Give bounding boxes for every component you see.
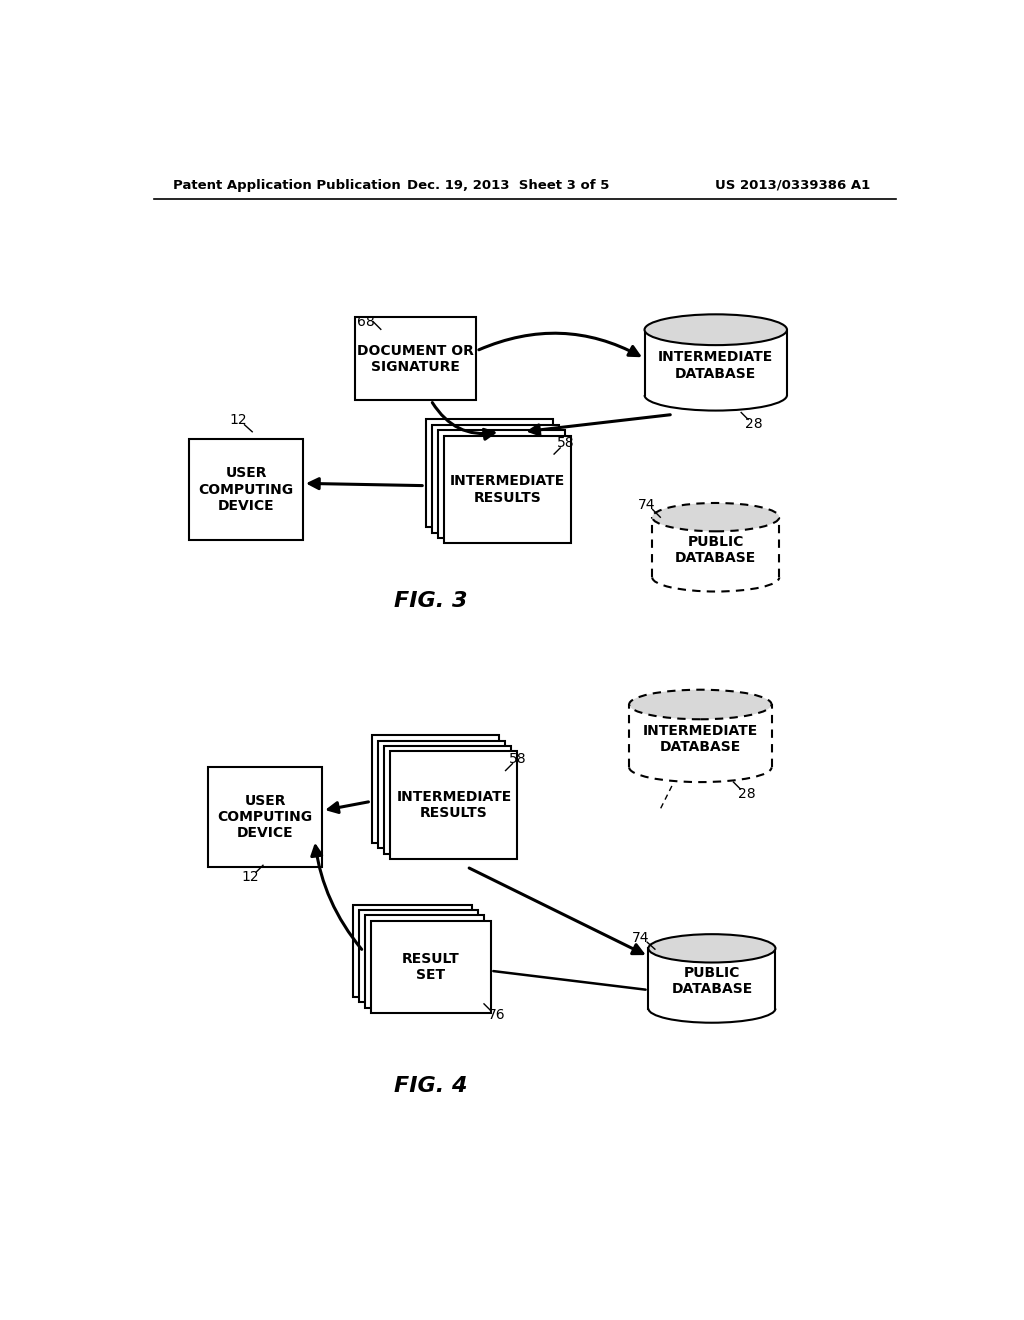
FancyBboxPatch shape	[378, 741, 505, 849]
Text: 74: 74	[632, 931, 650, 945]
FancyBboxPatch shape	[208, 767, 323, 867]
Ellipse shape	[629, 689, 772, 719]
Text: PUBLIC
DATABASE: PUBLIC DATABASE	[675, 535, 757, 565]
Text: 12: 12	[241, 870, 259, 884]
FancyBboxPatch shape	[371, 921, 490, 1014]
FancyBboxPatch shape	[384, 746, 511, 854]
Polygon shape	[644, 330, 787, 395]
Text: FIG. 3: FIG. 3	[394, 591, 468, 611]
Text: USER
COMPUTING
DEVICE: USER COMPUTING DEVICE	[218, 793, 313, 840]
FancyBboxPatch shape	[365, 915, 484, 1007]
Text: 76: 76	[487, 1008, 505, 1023]
Text: USER
COMPUTING
DEVICE: USER COMPUTING DEVICE	[199, 466, 294, 512]
FancyBboxPatch shape	[372, 735, 499, 843]
Text: 28: 28	[737, 787, 756, 801]
FancyBboxPatch shape	[432, 425, 559, 533]
Text: 58: 58	[557, 437, 574, 450]
Polygon shape	[629, 705, 772, 767]
Text: 68: 68	[356, 314, 375, 329]
Text: 28: 28	[745, 417, 763, 432]
Text: 58: 58	[509, 752, 526, 766]
Text: 12: 12	[229, 413, 247, 428]
Ellipse shape	[644, 314, 787, 345]
Polygon shape	[648, 948, 775, 1008]
FancyBboxPatch shape	[354, 317, 476, 400]
Text: INTERMEDIATE
DATABASE: INTERMEDIATE DATABASE	[658, 350, 773, 380]
Ellipse shape	[652, 503, 779, 532]
Text: Dec. 19, 2013  Sheet 3 of 5: Dec. 19, 2013 Sheet 3 of 5	[407, 178, 609, 191]
Text: Patent Application Publication: Patent Application Publication	[173, 178, 400, 191]
FancyBboxPatch shape	[438, 430, 565, 539]
FancyBboxPatch shape	[358, 909, 478, 1002]
Text: INTERMEDIATE
RESULTS: INTERMEDIATE RESULTS	[451, 474, 565, 504]
Text: INTERMEDIATE
DATABASE: INTERMEDIATE DATABASE	[643, 723, 758, 754]
Text: US 2013/0339386 A1: US 2013/0339386 A1	[715, 178, 869, 191]
FancyBboxPatch shape	[189, 440, 303, 540]
Text: RESULT
SET: RESULT SET	[402, 952, 460, 982]
Text: 74: 74	[638, 498, 655, 512]
FancyBboxPatch shape	[444, 436, 571, 544]
Text: FIG. 4: FIG. 4	[394, 1076, 468, 1096]
Polygon shape	[652, 517, 779, 577]
FancyBboxPatch shape	[426, 420, 553, 527]
FancyBboxPatch shape	[352, 904, 472, 997]
Ellipse shape	[648, 935, 775, 962]
Text: INTERMEDIATE
RESULTS: INTERMEDIATE RESULTS	[396, 791, 512, 820]
Text: PUBLIC
DATABASE: PUBLIC DATABASE	[672, 966, 753, 997]
FancyBboxPatch shape	[390, 751, 517, 859]
Text: DOCUMENT OR
SIGNATURE: DOCUMENT OR SIGNATURE	[357, 343, 474, 374]
